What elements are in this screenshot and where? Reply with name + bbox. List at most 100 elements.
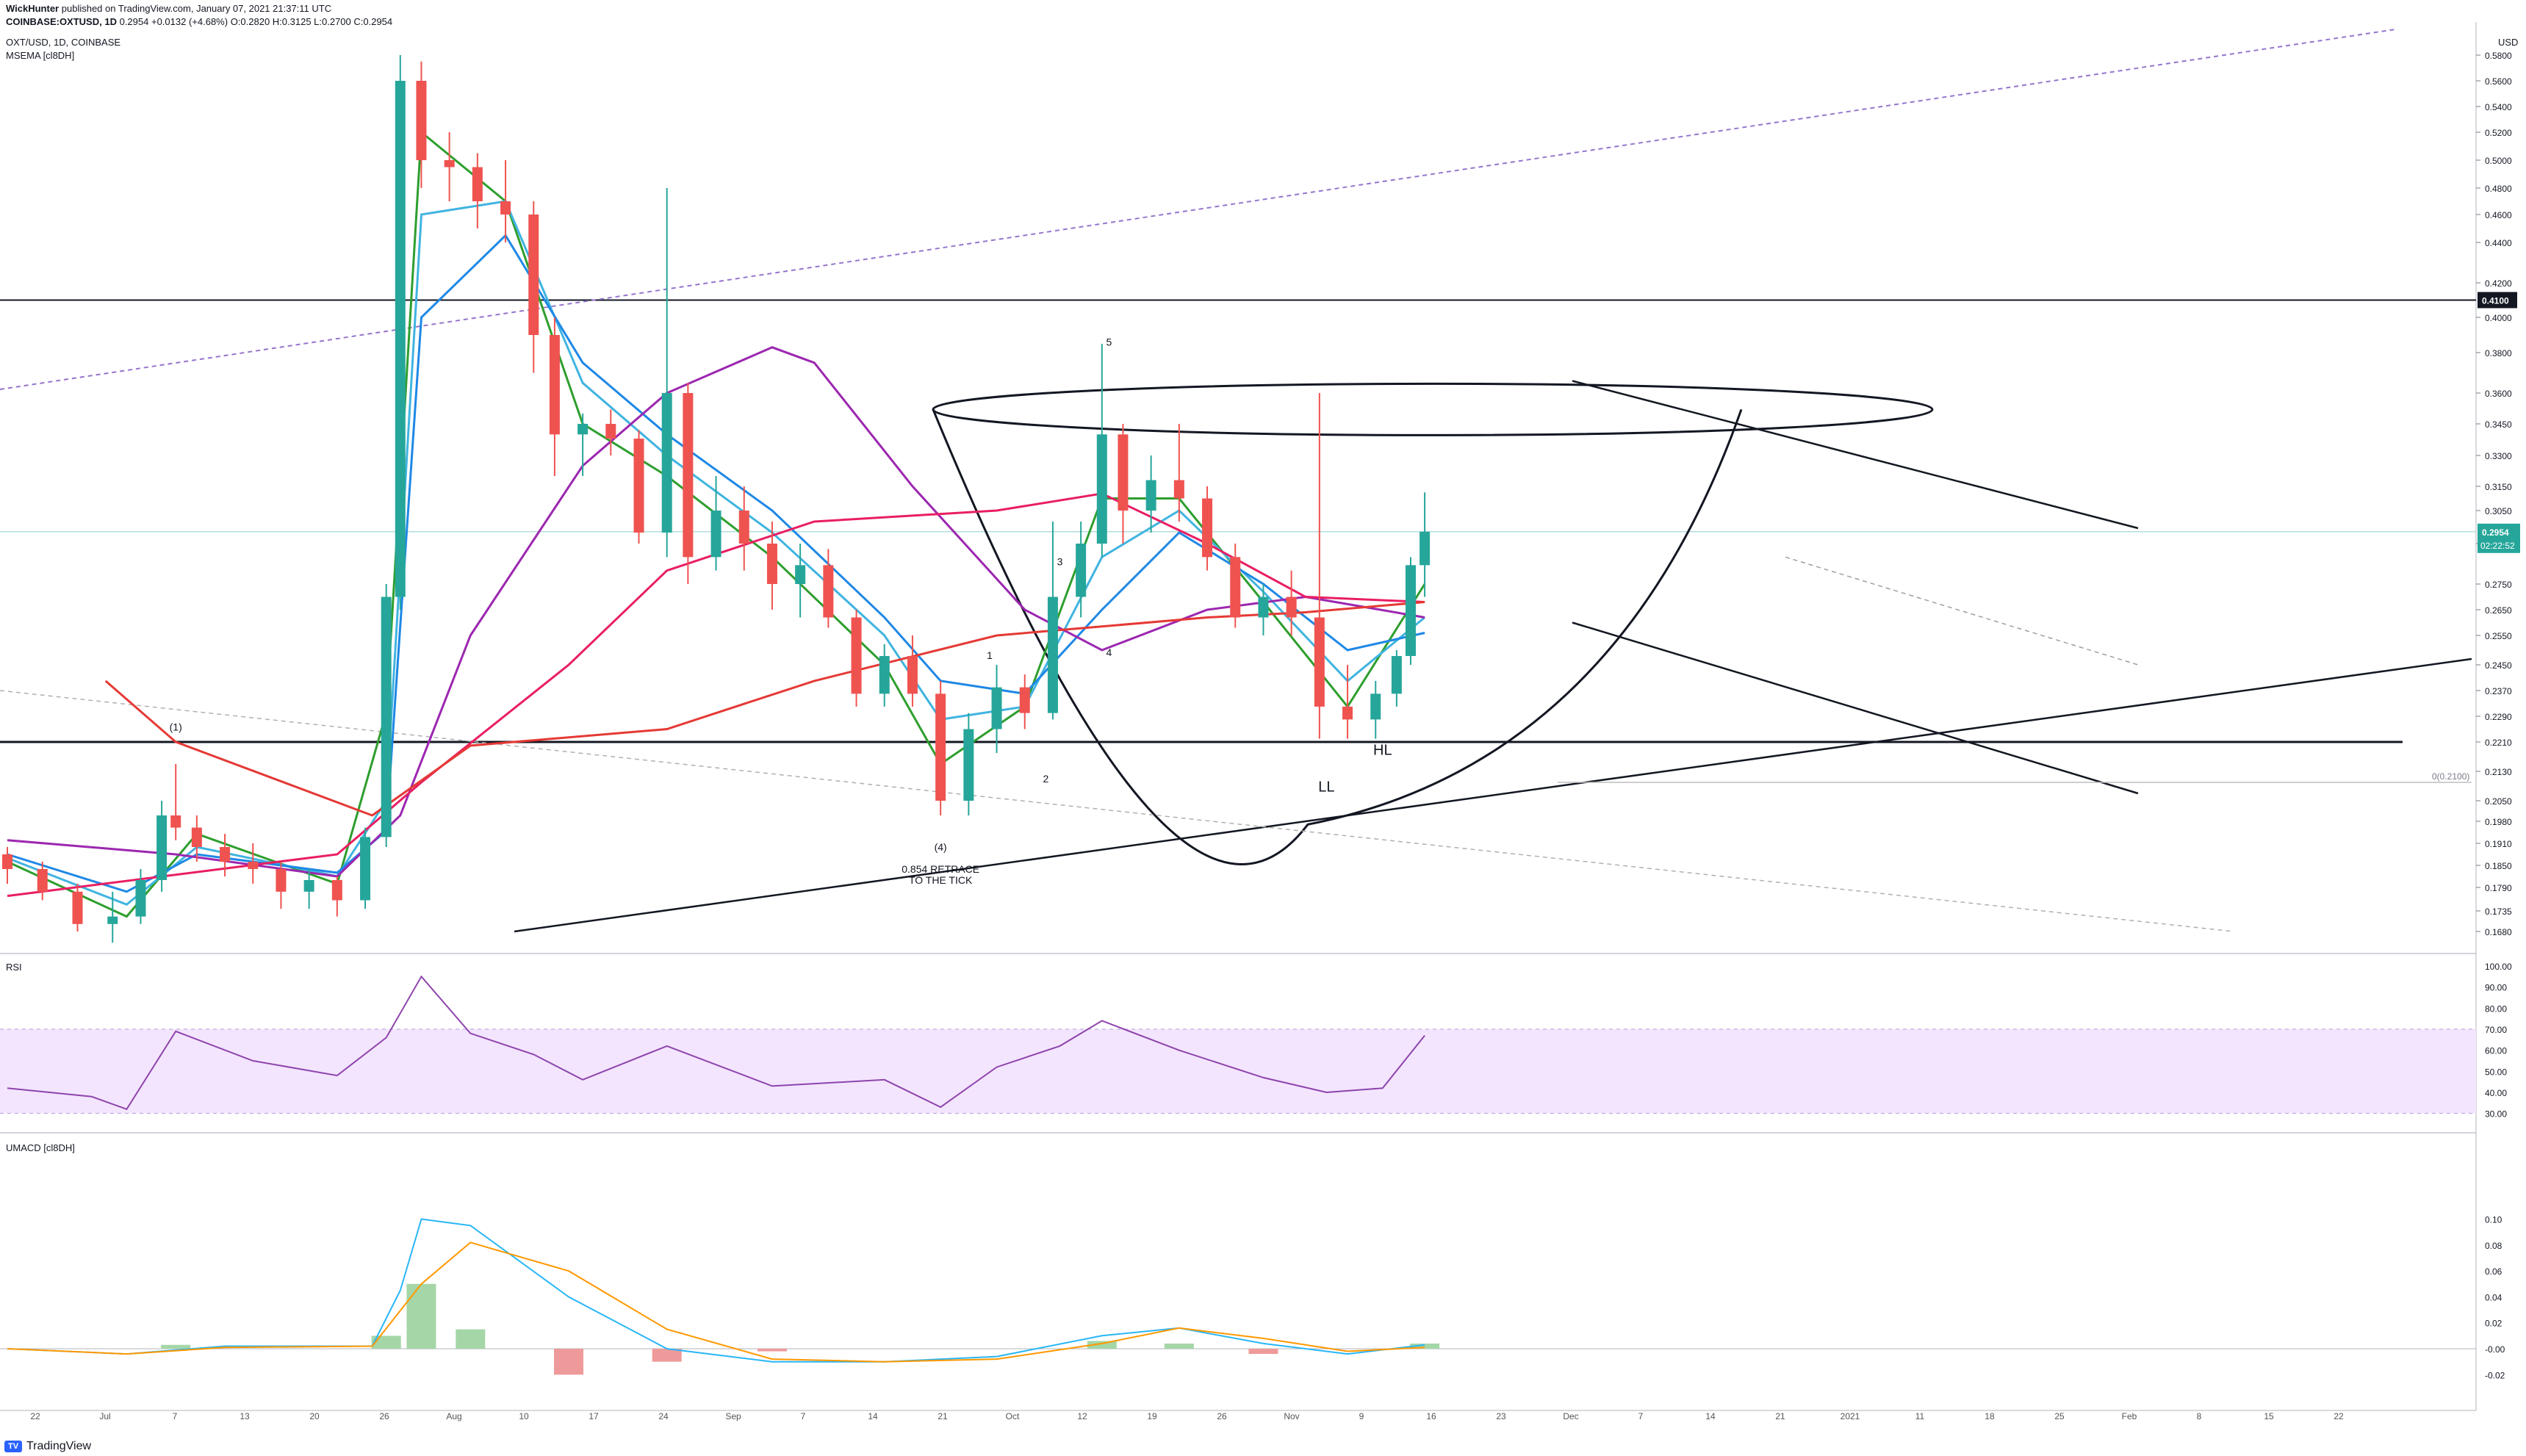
- annotation-5: 5: [1106, 336, 1112, 347]
- candle-body: [1096, 434, 1107, 544]
- macd-histogram-bar: [161, 1344, 191, 1349]
- price-tick-label: 0.1790: [2485, 883, 2512, 893]
- price-tick-label: 0.2750: [2485, 580, 2512, 590]
- cup-rim: [932, 382, 1934, 436]
- price-tick-label: 0.4600: [2485, 210, 2512, 220]
- last-price-box: [2478, 523, 2520, 553]
- candle-body: [1370, 693, 1381, 720]
- candle-body: [1145, 480, 1156, 511]
- fib-zero-label: 0(0.2100): [2432, 771, 2469, 782]
- macd-histogram-bar: [1087, 1341, 1117, 1349]
- price-tick-label: 0.1735: [2485, 907, 2512, 917]
- annotation-4: 4: [1106, 646, 1112, 658]
- price-tick-label: 0.5000: [2485, 156, 2512, 166]
- rsi-tick-label: 70.00: [2485, 1025, 2507, 1035]
- date-tick-label: 21: [938, 1411, 948, 1421]
- annotation--1-: (1): [170, 721, 182, 733]
- macd-histogram-bar: [554, 1349, 583, 1375]
- candle-body: [37, 869, 48, 892]
- series-line-ma-purple: [7, 346, 1425, 878]
- candle-body: [683, 393, 694, 558]
- legend-umacd[interactable]: UMACD [cl8DH]: [6, 1142, 75, 1153]
- candle-body: [248, 862, 259, 869]
- series-line-msema-cl8dh-slow: [7, 234, 1425, 893]
- date-tick-label: 20: [309, 1411, 320, 1421]
- quote-symbol: COINBASE:OXTUSD, 1D: [6, 16, 117, 27]
- cup-bowl: [932, 408, 1743, 865]
- date-tick-label: 7: [1638, 1411, 1644, 1421]
- price-tick-label: 0.2290: [2485, 712, 2512, 722]
- date-tick-label: 12: [1077, 1411, 1087, 1421]
- candle-body: [72, 891, 83, 924]
- rsi-tick-label: 60.00: [2485, 1046, 2507, 1056]
- series-line-msema-cl8dh-mid: [7, 200, 1426, 907]
- candle-body: [935, 693, 946, 801]
- candle-body: [276, 869, 287, 892]
- price-tick-label: 0.2050: [2485, 796, 2512, 807]
- tradingview-brand: TradingView: [26, 1440, 92, 1452]
- quote-change: +0.0132 (+4.68%): [151, 16, 229, 27]
- date-tick-label: 7: [801, 1411, 806, 1421]
- candle-body: [528, 215, 539, 335]
- dashed-channel-lower: [0, 690, 2234, 932]
- date-tick-label: 14: [868, 1411, 878, 1421]
- date-tick-label: Aug: [446, 1411, 461, 1421]
- price-tick-label: 0.5800: [2485, 51, 2512, 61]
- annotation-2: 2: [1043, 773, 1049, 785]
- dashed-channel-upper: [0, 29, 2396, 390]
- price-tick-label: 0.1680: [2485, 927, 2512, 937]
- rsi-tick-label: 40.00: [2485, 1088, 2507, 1098]
- candle-body: [1286, 597, 1297, 618]
- candle-body: [331, 880, 342, 901]
- macd-tick-label: 0.08: [2485, 1241, 2502, 1251]
- candle-body: [1047, 597, 1058, 713]
- date-tick-label: 17: [589, 1411, 599, 1421]
- price-axis-label: USD: [2498, 37, 2518, 48]
- price-tick-label: 0.1850: [2485, 861, 2512, 871]
- date-tick-label: 11: [1915, 1411, 1925, 1421]
- macd-histogram-bar: [652, 1349, 682, 1362]
- candle-body: [1118, 434, 1129, 511]
- candle-body: [1342, 706, 1353, 720]
- annotation-hl: HL: [1373, 743, 1392, 759]
- date-tick-label: Jul: [99, 1411, 110, 1421]
- candle-body: [170, 815, 181, 828]
- candle-body: [1230, 557, 1241, 618]
- legend-msema[interactable]: MSEMA [cl8DH]: [6, 50, 75, 61]
- price-tick-label: 0.5200: [2485, 128, 2512, 138]
- price-tick-label: 0.4800: [2485, 184, 2512, 194]
- candle-body: [1406, 565, 1416, 656]
- price-tick-label: 0.3800: [2485, 348, 2512, 358]
- price-tick-label: 0.2130: [2485, 767, 2512, 777]
- date-tick-label: 16: [1426, 1411, 1436, 1421]
- price-tick-label: 0.2650: [2485, 605, 2512, 616]
- tradingview-logo[interactable]: TV TradingView: [4, 1440, 91, 1453]
- candle-body: [156, 815, 168, 880]
- candle-body: [360, 837, 371, 901]
- publisher-name: WickHunter: [6, 3, 60, 14]
- annotation-3: 3: [1057, 555, 1063, 567]
- macd-tick-label: -0.00: [2485, 1344, 2505, 1355]
- upper-trendline: [1572, 380, 2139, 530]
- macd-histogram-bar: [371, 1336, 401, 1349]
- rsi-tick-label: 100.00: [2485, 962, 2512, 972]
- candle-body: [1202, 498, 1213, 558]
- date-tick-label: 22: [30, 1411, 40, 1421]
- candle-body: [879, 656, 890, 694]
- macd-line: [7, 1218, 1425, 1363]
- candle-body: [220, 847, 231, 862]
- rsi-tick-label: 90.00: [2485, 983, 2507, 993]
- legend-symbol[interactable]: OXT/USD, 1D, COINBASE: [6, 37, 121, 48]
- legend-rsi[interactable]: RSI: [6, 962, 22, 973]
- date-tick-label: 25: [2054, 1411, 2065, 1421]
- date-tick-label: Feb: [2122, 1411, 2137, 1421]
- date-tick-label: 19: [1147, 1411, 1157, 1421]
- price-tick-label: 0.1910: [2485, 839, 2512, 849]
- candle-body: [135, 880, 146, 917]
- price-tick-label: 0.5400: [2485, 102, 2512, 112]
- candle-body: [549, 335, 560, 435]
- dashed-mid-line: [1785, 556, 2139, 666]
- macd-histogram-bar: [1248, 1349, 1278, 1355]
- price-tick-label: 0.5600: [2485, 76, 2512, 87]
- rsi-tick-label: 80.00: [2485, 1003, 2507, 1014]
